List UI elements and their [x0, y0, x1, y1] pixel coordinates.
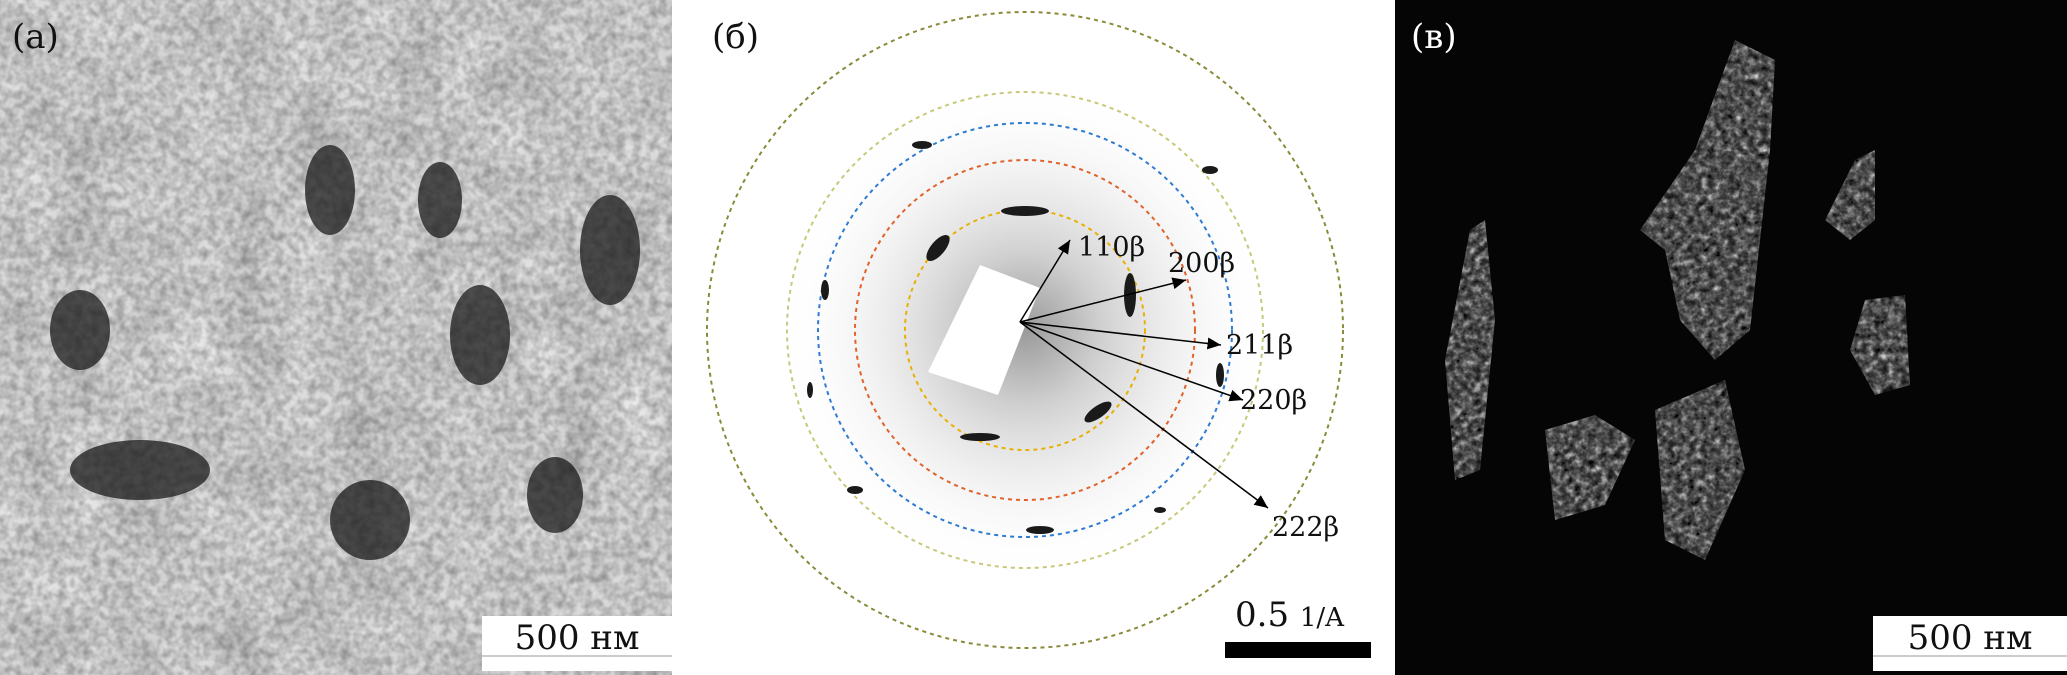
bright-field-tem-image: (а) 500 нм	[0, 0, 672, 675]
scale-bar-b-line	[1225, 642, 1371, 658]
scale-bar-a-text: 500 нм	[514, 618, 640, 658]
scale-bar-v-line	[1873, 655, 2067, 671]
scale-bar-a-line	[482, 655, 672, 671]
dark-field-tem-image: (в) 500 нм	[1395, 0, 2067, 675]
panel-v-label: (в)	[1411, 17, 1457, 57]
scale-bar-v-text: 500 нм	[1907, 618, 2033, 658]
ring-label-222: 222β	[1272, 512, 1340, 543]
diffraction-rings-svg	[706, 11, 1344, 649]
scale-bar-b-value: 0.5	[1235, 595, 1290, 635]
label-arrows	[1019, 239, 1269, 509]
ring-label-220: 220β	[1240, 385, 1308, 416]
scale-bar-b-unit: 1/A	[1299, 603, 1344, 633]
ring-200	[854, 159, 1196, 501]
diffuse-halo	[775, 80, 1275, 580]
ring-220	[786, 91, 1264, 569]
ring-label-110: 110β	[1078, 232, 1146, 263]
ring-label-211: 211β	[1226, 330, 1294, 361]
panel-b-label: (б)	[712, 17, 759, 57]
ring-label-200: 200β	[1168, 248, 1236, 279]
scale-bar-a: 500 нм	[482, 616, 672, 671]
ring-110	[904, 209, 1146, 451]
scale-bar-b-text: 0.5 1/A	[1235, 595, 1344, 635]
beam-stopper	[928, 265, 1040, 395]
ring-222	[706, 11, 1344, 649]
bright-field-texture	[0, 0, 672, 675]
diffraction-pattern: 110β 200β 211β 220β 222β (б) 0.5 1/A	[680, 0, 1385, 675]
ring-211	[817, 122, 1233, 538]
diffraction-spots	[807, 141, 1224, 534]
scale-bar-v: 500 нм	[1873, 616, 2067, 671]
dark-field-texture	[1395, 0, 2067, 675]
panel-a-label: (а)	[12, 17, 59, 57]
